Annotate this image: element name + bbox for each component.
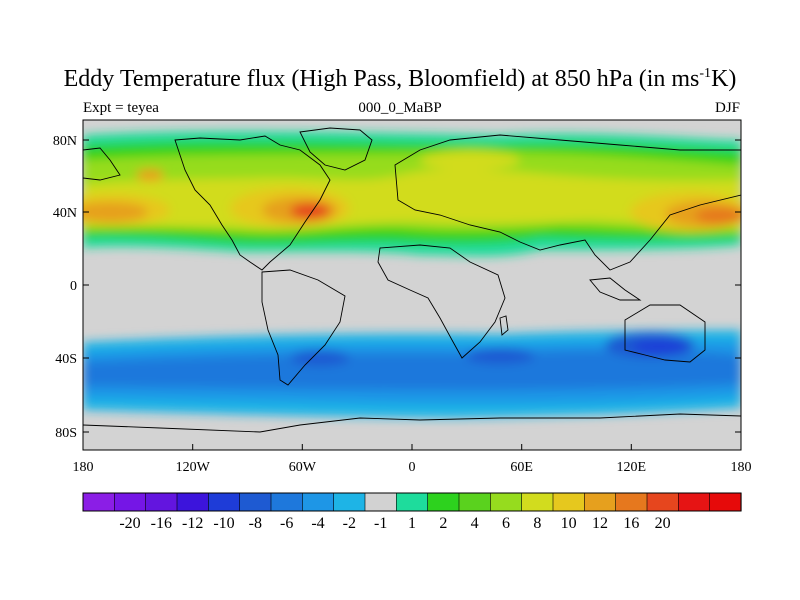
lon-label-0: 0: [409, 460, 416, 475]
continent-outlines: [83, 127, 741, 433]
colorbar-labels: -20 -16 -12 -10 -8 -6 -4 -2 -1 1 2 4 6 8 10 12 16 20: [119, 515, 670, 532]
colorbar-swatch: [145, 492, 178, 512]
colorbar-label: -1: [374, 515, 387, 532]
colorbar-swatch: [208, 492, 241, 512]
colorbar-label: 4: [471, 515, 479, 532]
madagascar-outline: [499, 315, 509, 336]
west-pacific-maximum-3: [695, 208, 741, 224]
lon-tick-60w: 60W: [289, 444, 317, 475]
colorbar-label: 2: [439, 515, 447, 532]
lat-label-80n: 80N: [53, 134, 77, 149]
colorbar-swatch: [333, 492, 366, 512]
north-pacific-spot: [136, 169, 164, 181]
sh-maximum-3: [290, 350, 350, 366]
lon-tick-120w: 120W: [176, 444, 211, 475]
colorbar-swatch: [427, 492, 460, 512]
lat-tick-40s: 40S: [55, 352, 741, 367]
lon-tick-180w: 180: [73, 444, 94, 475]
colorbar-swatch: [646, 492, 679, 512]
colorbar-label: -12: [182, 515, 203, 532]
experiment-label: Expt = teyea: [83, 100, 159, 116]
greenland-outline: [299, 127, 373, 171]
lat-label-0: 0: [70, 279, 77, 294]
asia-inner-outline: [83, 147, 121, 181]
colorbar-label: 6: [502, 515, 510, 532]
lon-tick-180e: 180: [731, 444, 752, 475]
colorbar-swatch: [584, 492, 617, 512]
lon-label-120w: 120W: [176, 460, 211, 475]
lat-tick-80n: 80N: [53, 134, 741, 149]
season-label: DJF: [714, 100, 740, 116]
plot-title-superscript: -1: [699, 66, 712, 81]
colorbar-label: 1: [408, 515, 416, 532]
colorbar-swatch: [364, 492, 397, 512]
colorbar-label: -6: [280, 515, 293, 532]
plot-title-tail: K): [711, 66, 737, 92]
colorbar-swatch: [114, 492, 147, 512]
colorbar-label: -10: [213, 515, 234, 532]
colorbar-swatch: [552, 492, 585, 512]
time-label: 000_0_MaBP: [358, 100, 442, 116]
colorbar-label: 8: [533, 515, 541, 532]
maritime-continent-outline: [589, 277, 642, 301]
plot-title-main: Eddy Temperature flux (High Pass, Bloomf…: [63, 66, 700, 92]
colorbar-label: -2: [343, 515, 356, 532]
lon-tick-120e: 120E: [617, 444, 647, 475]
colorbar-label: 16: [623, 515, 639, 532]
lat-label-40s: 40S: [55, 352, 77, 367]
lon-label-120e: 120E: [617, 460, 647, 475]
lon-label-60e: 60E: [510, 460, 533, 475]
lat-tick-0: 0: [70, 279, 741, 294]
colorbar-swatch: [615, 492, 648, 512]
colorbar-swatch: [678, 492, 711, 512]
atlantic-maximum-3: [290, 203, 330, 219]
colorbar-label: -20: [119, 515, 140, 532]
eurasia-outline: [394, 134, 741, 271]
lat-tick-80s: 80S: [55, 426, 741, 441]
lon-label-180w: 180: [73, 460, 94, 475]
africa-outline: [377, 244, 506, 359]
lon-tick-60e: 60E: [510, 444, 533, 475]
asia-maximum: [420, 150, 520, 170]
lon-label-60w: 60W: [289, 460, 317, 475]
lat-tick-40n: 40N: [53, 206, 741, 221]
lat-label-40n: 40N: [53, 206, 77, 221]
south-america-outline: [261, 269, 346, 386]
colorbar-swatch: [270, 492, 303, 512]
sh-band-3: [83, 350, 741, 390]
plot-title: Eddy Temperature flux (High Pass, Bloomf…: [0, 66, 800, 93]
contour-fill: [83, 131, 741, 418]
colorbar-label: -8: [249, 515, 262, 532]
map-panel: [83, 120, 741, 450]
colorbar-frame: [82, 492, 742, 512]
colorbar-swatch: [458, 492, 491, 512]
colorbar-swatch: [709, 492, 742, 512]
colorbar-label: -16: [151, 515, 172, 532]
colorbar-swatches: [82, 492, 742, 512]
colorbar-swatch: [490, 492, 523, 512]
colorbar-swatch: [396, 492, 429, 512]
colorbar-swatch: [302, 492, 335, 512]
lon-label-180e: 180: [731, 460, 752, 475]
antarctica-outline: [83, 413, 741, 433]
colorbar-swatch: [239, 492, 272, 512]
longitude-axis: 180 120W 60W 0 60E 120E 180: [73, 444, 752, 475]
colorbar-label: 12: [592, 515, 608, 532]
north-america-outline: [174, 135, 331, 271]
sh-maximum-2: [632, 340, 688, 354]
colorbar-swatch: [521, 492, 554, 512]
colorbar-label: -4: [311, 515, 324, 532]
colorbar-swatch: [176, 492, 209, 512]
colorbar-swatch: [82, 492, 115, 512]
colorbar-label: 20: [655, 515, 671, 532]
lat-label-80s: 80S: [55, 426, 77, 441]
lon-tick-0: 0: [409, 444, 416, 475]
pacific-maximum-2: [83, 202, 148, 222]
sh-maximum-4: [465, 348, 535, 364]
latitude-axis: 80N 40N 0 40S 80S: [53, 134, 741, 441]
australia-outline: [624, 304, 706, 363]
colorbar-label: 10: [561, 515, 577, 532]
